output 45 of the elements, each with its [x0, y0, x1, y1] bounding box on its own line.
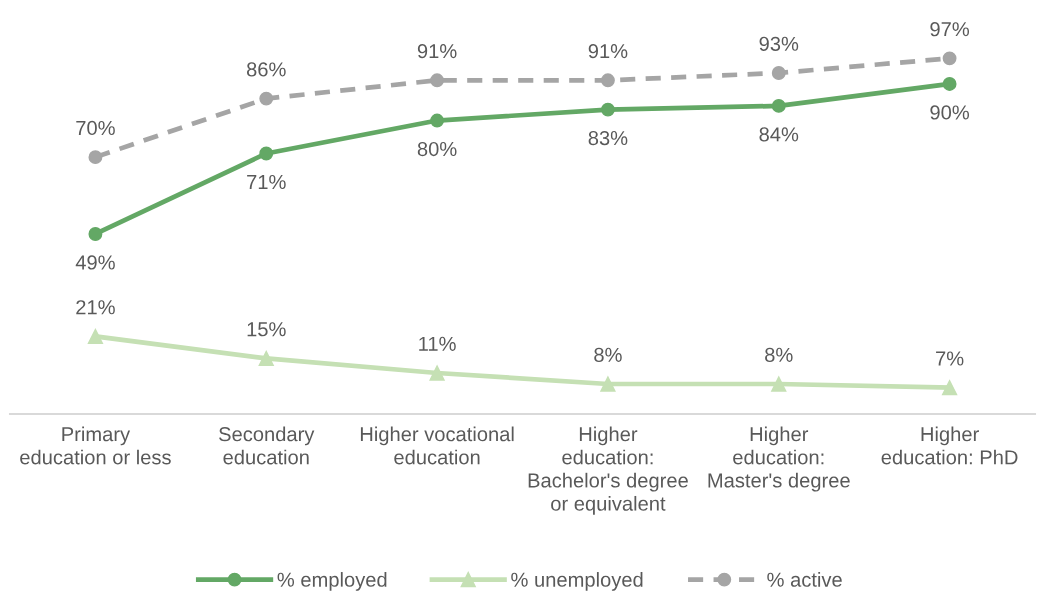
point: [429, 365, 445, 381]
data-label: 80%: [417, 141, 457, 157]
data-label: 83%: [588, 130, 628, 146]
point: [600, 102, 615, 117]
point: [88, 227, 103, 241]
point: [771, 98, 786, 113]
data-label: 93%: [759, 36, 799, 51]
legend-label: % active: [767, 572, 842, 587]
data-label: 84%: [759, 127, 799, 142]
point: [600, 376, 616, 392]
point: [771, 376, 787, 392]
point: [258, 350, 274, 367]
point: [941, 380, 958, 396]
point: [430, 73, 445, 88]
point: [87, 328, 104, 345]
data-label: 8%: [765, 347, 793, 362]
data-label: 71%: [247, 174, 286, 190]
legend-label: % employed: [277, 572, 387, 591]
data-label: 90%: [930, 105, 970, 120]
point: [771, 66, 786, 80]
legend-label: % unemployed: [511, 572, 643, 591]
data-label: 49%: [75, 255, 115, 270]
data-label: 91%: [588, 44, 628, 59]
data-label: 11%: [419, 336, 456, 351]
data-label: 15%: [247, 322, 286, 337]
point: [942, 77, 957, 91]
data-label: 70%: [76, 120, 115, 136]
point: [430, 113, 445, 128]
x-tick-label: Higher education: Master's degree: [708, 426, 850, 492]
point: [259, 91, 274, 106]
x-tick-label: Primary education or less: [20, 426, 171, 465]
data-label: 97%: [930, 22, 970, 37]
data-label: 8%: [594, 347, 622, 362]
x-tick-label: Higher vocational education: [360, 426, 514, 465]
point: [88, 150, 103, 165]
x-tick-label: Higher education: PhD: [881, 426, 1018, 465]
x-tick-label: Higher education: Bachelor's degree or equivalent: [528, 426, 688, 515]
point: [259, 146, 274, 161]
point: [600, 73, 615, 88]
point: [942, 51, 957, 66]
x-tick-label: Secondary education: [219, 426, 315, 465]
data-label: 86%: [246, 62, 286, 77]
data-label: 7%: [936, 351, 964, 366]
data-label: 21%: [76, 300, 115, 315]
data-label: 91%: [417, 44, 457, 59]
